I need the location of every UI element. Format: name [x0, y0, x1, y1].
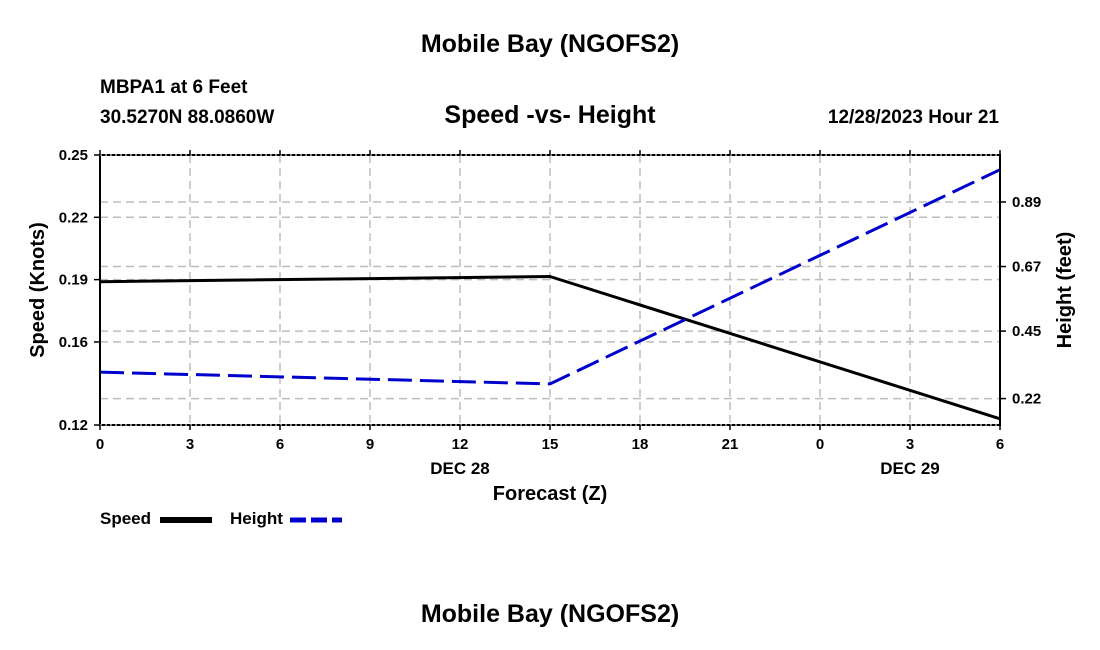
- x-axis-label: Forecast (Z): [493, 483, 607, 505]
- x-tick-label: 18: [632, 436, 649, 453]
- y2-tick-label: 0.45: [1012, 323, 1041, 340]
- footer-title: Mobile Bay (NGOFS2): [420, 600, 680, 628]
- y-axis-left: 0.25 0.22 0.19 0.16 0.12: [59, 147, 100, 434]
- x-date-label: DEC 29: [880, 459, 940, 478]
- x-tick-label: 3: [906, 436, 914, 453]
- x-tick-label: 6: [276, 436, 284, 453]
- datetime-label: 12/28/2023 Hour 21: [827, 107, 999, 128]
- x-tick-label: 21: [722, 436, 739, 453]
- x-tick-label: 3: [186, 436, 194, 453]
- y2-axis-label: Height (feet): [1054, 232, 1076, 349]
- y2-tick-label: 0.89: [1012, 194, 1041, 211]
- x-axis: 0 3 6 9 12 15 18 21 0 3 6 DEC 28 DEC 29: [96, 150, 1004, 478]
- y-axis-right: 0.89 0.67 0.45 0.22: [1000, 194, 1041, 408]
- chart-title: Mobile Bay (NGOFS2): [420, 30, 680, 58]
- x-date-label: DEC 28: [430, 459, 490, 478]
- x-tick-label: 6: [996, 436, 1004, 453]
- legend-speed-swatch: [160, 517, 212, 523]
- y-tick-label: 0.12: [59, 417, 88, 434]
- station-label: MBPA1 at 6 Feet: [100, 77, 248, 98]
- series-line-height: [99, 168, 1001, 386]
- y2-tick-label: 0.67: [1012, 259, 1041, 276]
- y-tick-label: 0.22: [59, 209, 88, 226]
- coordinates-label: 30.5270N 88.0860W: [100, 107, 275, 128]
- y2-tick-label: 0.22: [1012, 391, 1041, 408]
- series-layer: [99, 168, 1001, 421]
- legend-speed-label: Speed: [100, 509, 152, 528]
- x-tick-label: 9: [366, 436, 374, 453]
- legend-height: Height: [230, 509, 283, 529]
- legend-speed: Speed: [100, 509, 151, 529]
- x-tick-label: 15: [542, 436, 559, 453]
- y-tick-label: 0.16: [59, 334, 88, 351]
- legend-height-swatch: [290, 517, 342, 523]
- series-line-speed: [99, 275, 1001, 421]
- y-tick-label: 0.19: [59, 272, 88, 289]
- x-tick-label: 0: [96, 436, 104, 453]
- x-tick-label: 12: [452, 436, 469, 453]
- legend-height-label: Height: [230, 509, 283, 528]
- chart-subtitle: Speed -vs- Height: [444, 101, 656, 129]
- y-axis-label: Speed (Knots): [27, 222, 49, 358]
- y-tick-label: 0.25: [59, 147, 88, 164]
- x-tick-label: 0: [816, 436, 824, 453]
